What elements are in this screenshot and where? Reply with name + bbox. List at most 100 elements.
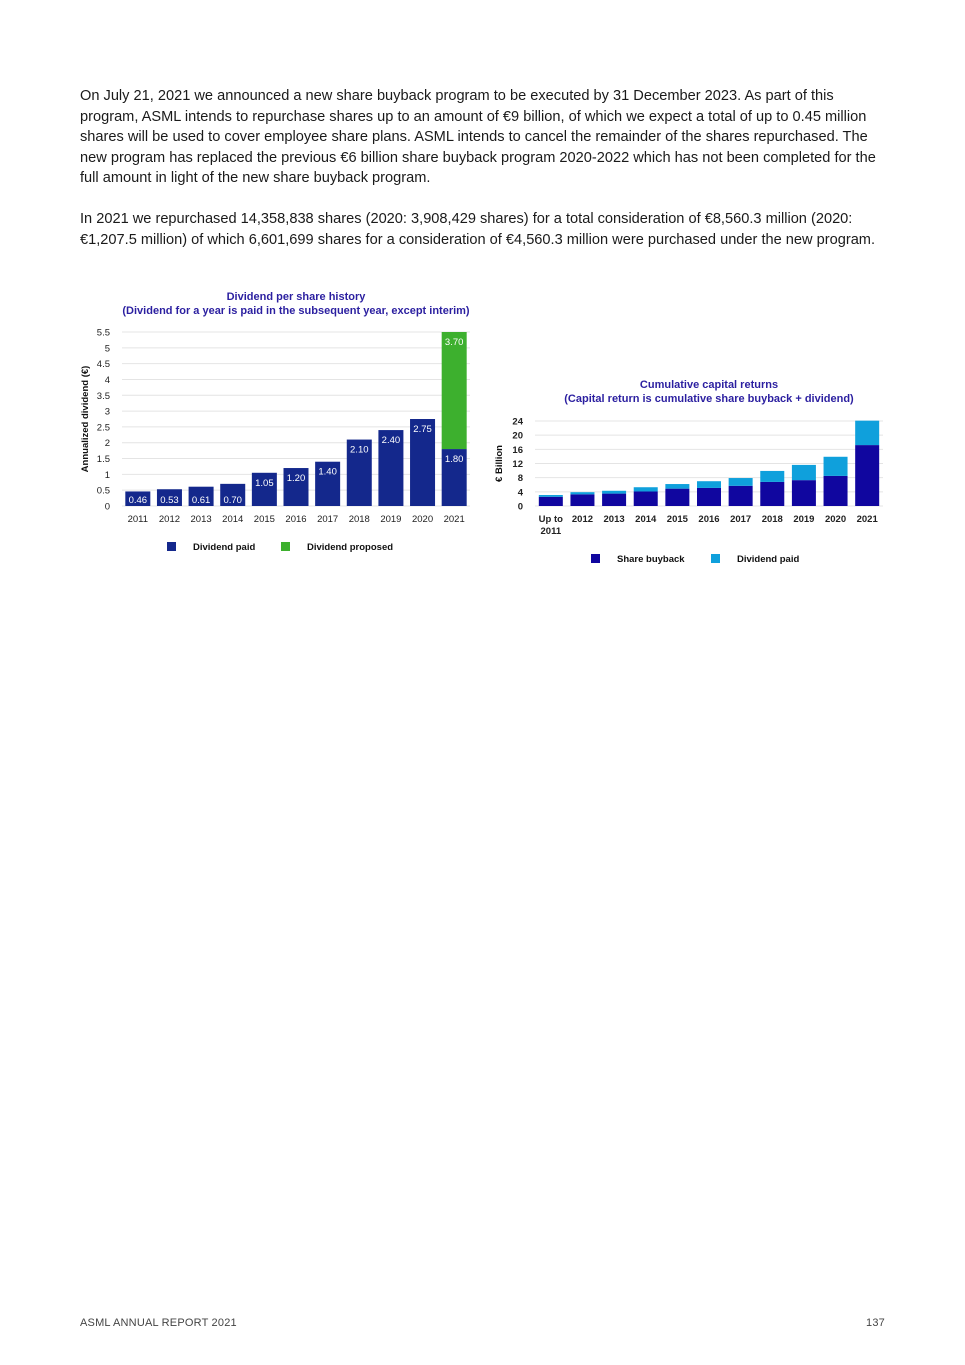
bar-dividend-paid	[220, 483, 246, 506]
y-tick-label: 5	[105, 343, 110, 354]
x-tick-label: 2012	[572, 514, 593, 525]
data-label: 2.10	[350, 445, 369, 456]
y-tick-label: 5.5	[97, 328, 110, 339]
bar-dividend-paid	[697, 481, 721, 488]
bar-share-buyback	[697, 487, 721, 506]
data-label: 0.46	[129, 495, 148, 506]
bar-dividend-paid	[410, 419, 436, 506]
chart-subtitle: (Dividend for a year is paid in the subs…	[122, 305, 470, 317]
y-tick-label: 4.5	[97, 359, 110, 370]
bar-dividend-paid	[125, 491, 151, 506]
data-label: 1.80	[445, 454, 464, 465]
legend-label: Dividend paid	[193, 542, 255, 553]
x-tick-label: 2013	[604, 514, 625, 525]
x-tick-label: 2013	[191, 514, 212, 525]
y-tick-label: 0.5	[97, 486, 110, 497]
footer-page-number: 137	[866, 1317, 885, 1329]
bar-dividend-paid	[760, 470, 785, 482]
y-tick-label: 24	[512, 417, 523, 428]
bar-dividend-paid	[156, 489, 182, 506]
legend-label: Dividend proposed	[307, 542, 393, 553]
bar-dividend-paid	[538, 495, 563, 497]
y-tick-label: 1	[105, 470, 110, 481]
x-tick-label: 2017	[730, 514, 751, 525]
data-label: 1.40	[318, 467, 337, 478]
y-tick-label: 2.5	[97, 422, 110, 433]
dividend-per-share-chart: Dividend per share history (Dividend for …	[80, 291, 470, 553]
paragraph-buyback-program: On July 21, 2021 we announced a new shar…	[80, 88, 876, 187]
legend-swatch	[711, 554, 720, 563]
bar-dividend-paid	[855, 420, 880, 446]
data-label: 0.53	[160, 495, 179, 506]
footer-report-title: ASML ANNUAL REPORT 2021	[80, 1317, 237, 1329]
x-tick-label: 2011	[128, 514, 148, 525]
data-label: 0.70	[223, 495, 242, 506]
y-axis-label: € Billion	[494, 445, 505, 482]
bar-dividend-paid	[665, 484, 690, 489]
cumulative-capital-returns-chart: Cumulative capital returns (Capital retur…	[494, 379, 883, 565]
y-tick-label: 3	[105, 407, 110, 418]
bar-dividend-paid	[633, 487, 658, 492]
legend-swatch	[281, 542, 290, 551]
bar-dividend-paid	[602, 490, 627, 494]
x-tick-label: 2019	[380, 514, 401, 525]
bar-share-buyback	[570, 494, 595, 506]
y-tick-label: 4	[518, 487, 524, 498]
bar-share-buyback	[728, 485, 753, 506]
x-tick-label: 2018	[349, 514, 370, 525]
y-tick-label: 4	[105, 375, 110, 386]
y-tick-label: 0	[105, 502, 110, 513]
x-tick-label: 2014	[222, 514, 243, 525]
bar-dividend-paid	[283, 468, 309, 506]
chart-title: Cumulative capital returns	[640, 379, 778, 391]
data-label: 1.05	[255, 478, 274, 489]
bar-share-buyback	[538, 496, 563, 506]
bar-dividend-paid	[378, 430, 404, 506]
bar-dividend-paid	[188, 486, 214, 506]
x-tick-label: 2021	[857, 514, 879, 525]
bar-share-buyback	[665, 488, 690, 506]
bar-dividend-paid	[570, 492, 595, 495]
x-tick-label: 2019	[793, 514, 814, 525]
bar-dividend-paid	[346, 439, 372, 506]
x-tick-label: 2020	[412, 514, 433, 525]
x-tick-label: 2012	[159, 514, 180, 525]
bar-share-buyback	[791, 480, 816, 506]
data-label: 1.20	[287, 473, 306, 484]
bar-dividend-paid	[728, 478, 753, 486]
x-tick-label: 2011	[541, 526, 562, 537]
y-tick-label: 1.5	[97, 454, 110, 465]
y-tick-label: 2	[105, 438, 110, 449]
bar-dividend-proposed	[441, 332, 467, 450]
y-tick-label: 16	[512, 445, 523, 456]
bar-share-buyback	[602, 493, 627, 506]
y-tick-label: 12	[512, 459, 523, 470]
y-tick-label: 0	[518, 502, 523, 513]
x-tick-label: 2015	[254, 514, 275, 525]
paragraph-repurchased-shares: In 2021 we repurchased 14,358,838 shares…	[80, 211, 876, 248]
data-label: 0.61	[192, 495, 211, 506]
bar-dividend-paid	[791, 464, 816, 481]
legend-label: Share buyback	[617, 554, 685, 565]
x-tick-label: 2014	[635, 514, 657, 525]
y-tick-label: 8	[518, 473, 523, 484]
legend-swatch	[167, 542, 176, 551]
x-tick-label: 2016	[285, 514, 306, 525]
data-label: 2.40	[382, 435, 401, 446]
data-label: 2.75	[413, 424, 432, 435]
bar-share-buyback	[823, 475, 848, 506]
x-tick-label: 2021	[444, 514, 465, 525]
bar-dividend-paid	[823, 456, 848, 476]
x-tick-label: Up to	[539, 514, 563, 525]
bar-share-buyback	[633, 491, 658, 506]
y-axis-label: Annualized dividend (€)	[80, 366, 91, 473]
chart-subtitle: (Capital return is cumulative share buyb…	[564, 393, 854, 405]
legend-swatch	[591, 554, 600, 563]
x-tick-label: 2018	[762, 514, 783, 525]
y-tick-label: 3.5	[97, 391, 110, 402]
x-tick-label: 2016	[698, 514, 719, 525]
bar-dividend-paid	[251, 472, 277, 506]
data-label: 3.70	[445, 337, 464, 348]
bar-share-buyback	[855, 445, 880, 506]
